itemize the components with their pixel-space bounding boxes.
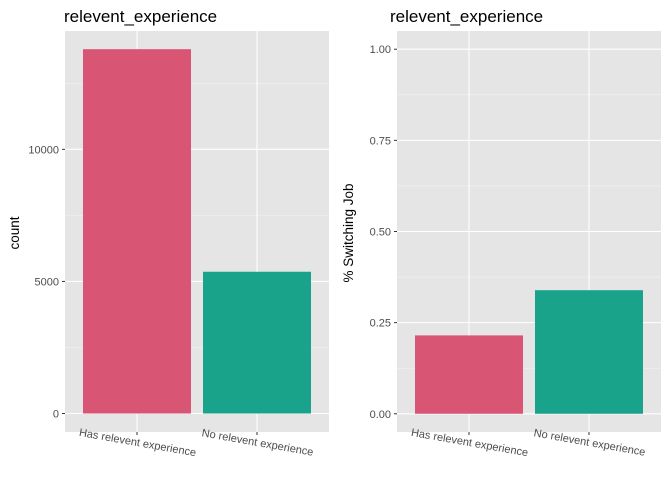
left-y-tick-label: 5000 xyxy=(35,276,59,288)
right-x-tick-label: No relevent experience xyxy=(533,427,646,458)
right-y-tick-label: 0.75 xyxy=(370,135,391,147)
right-y-tick-label: 0.25 xyxy=(370,318,391,330)
right-bars xyxy=(415,290,643,414)
left-y-tick-label: 0 xyxy=(53,409,59,421)
right-chart-y-axis-title: % Switching Job xyxy=(341,183,356,282)
right-bar-0 xyxy=(415,335,523,414)
left-chart-y-axis-title: count xyxy=(7,216,22,249)
right-chart: relevent_experience % Switching Job 0.00… xyxy=(341,7,661,459)
left-chart-title: relevent_experience xyxy=(64,7,217,26)
right-y-tick-label: 0.00 xyxy=(370,409,391,421)
left-bar-1 xyxy=(203,271,311,414)
right-y-tick-label: 1.00 xyxy=(370,44,391,56)
left-bar-0 xyxy=(83,49,191,414)
left-bars xyxy=(83,49,311,414)
right-bar-1 xyxy=(535,290,643,414)
right-chart-title: relevent_experience xyxy=(390,7,543,26)
left-x-tick-label: No relevent experience xyxy=(201,427,314,458)
right-y-tick-label: 0.50 xyxy=(370,227,391,239)
left-chart: relevent_experience count 0500010000Has … xyxy=(7,7,329,459)
left-y-tick-label: 10000 xyxy=(28,144,59,156)
